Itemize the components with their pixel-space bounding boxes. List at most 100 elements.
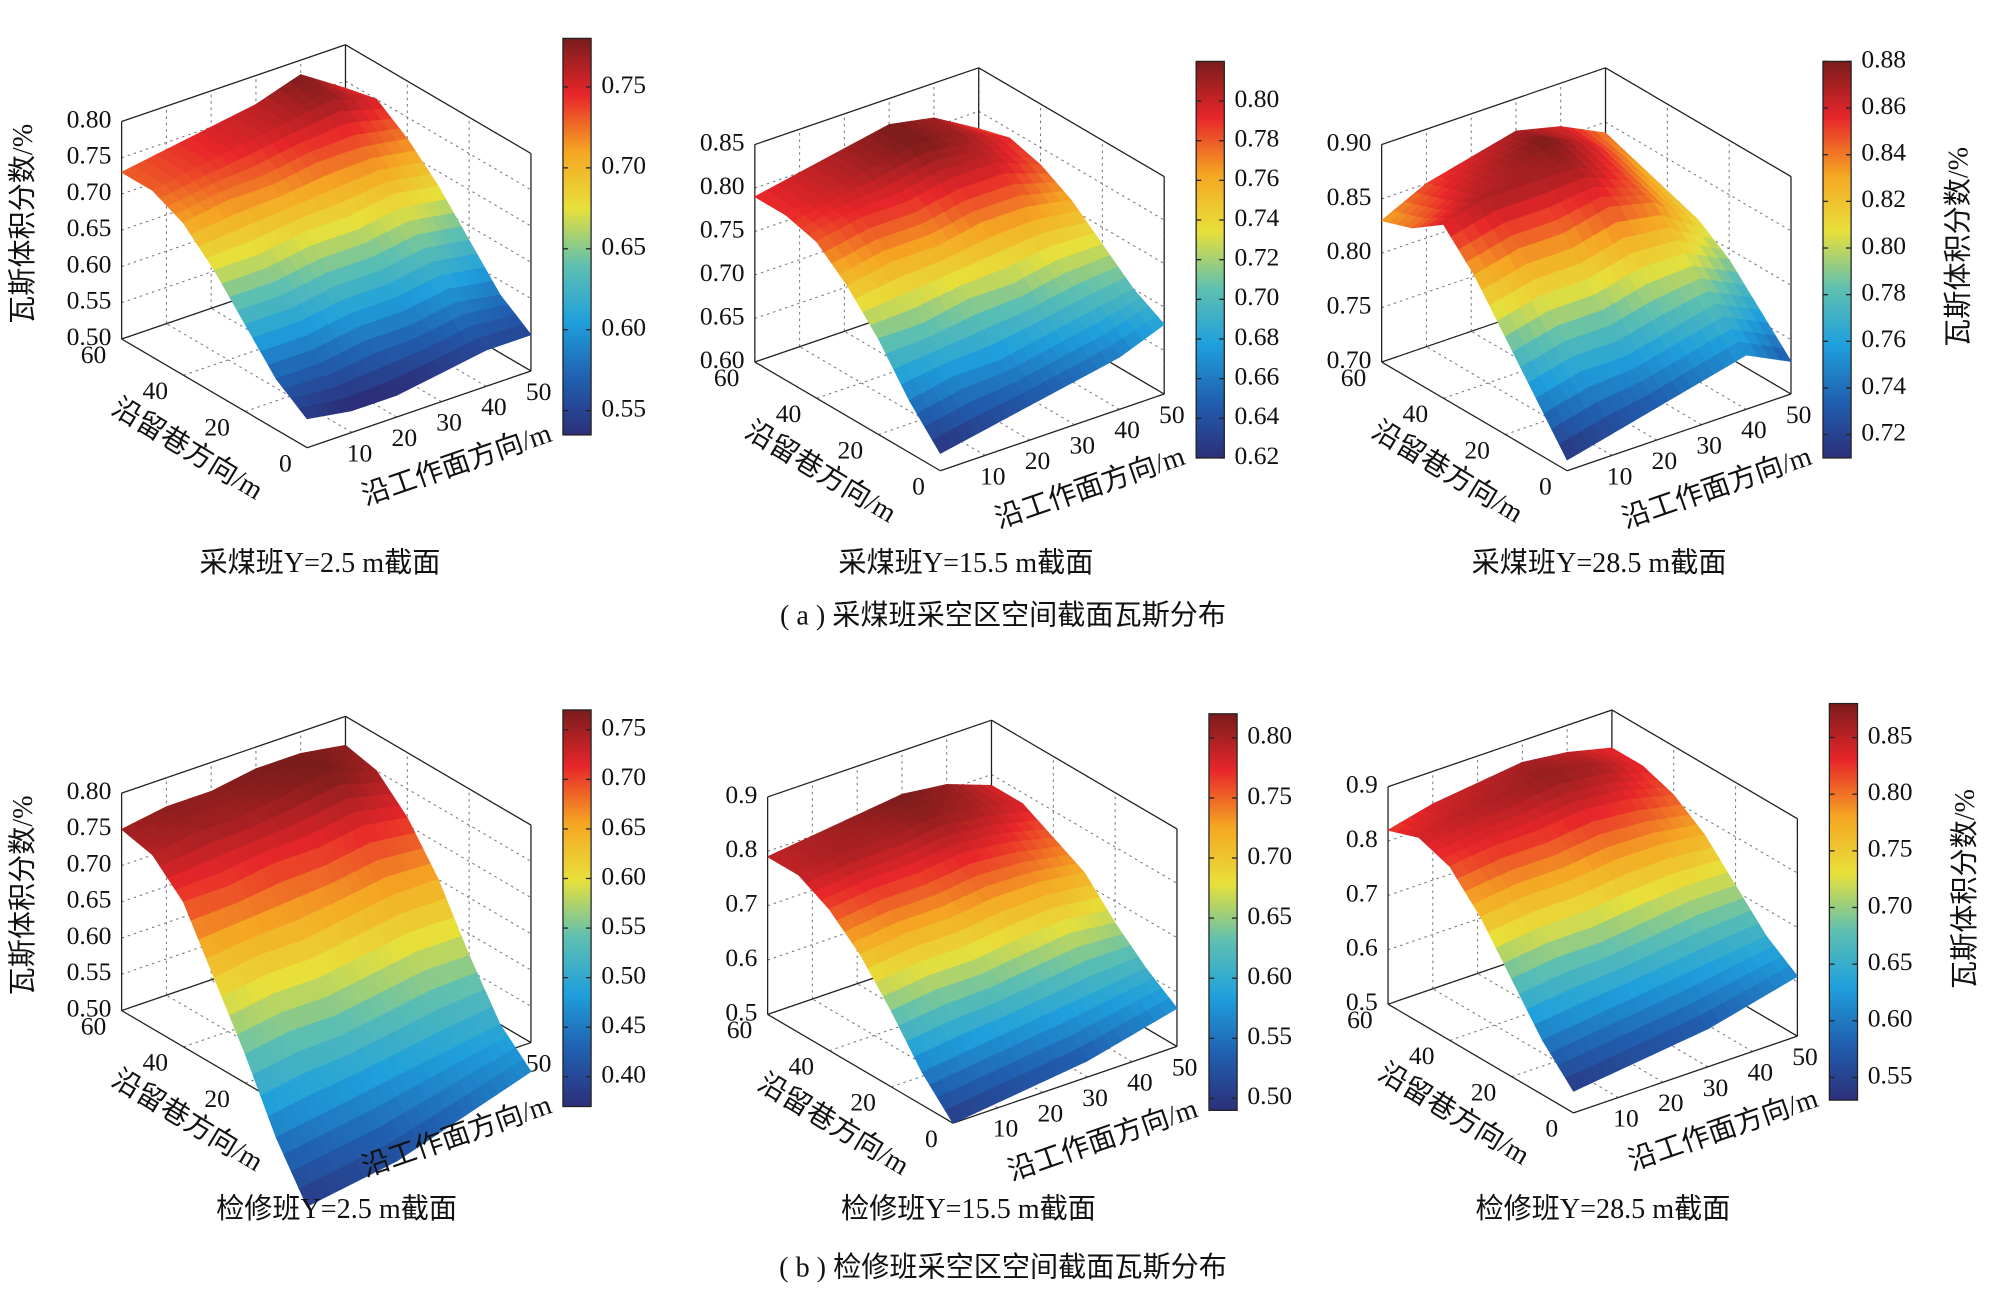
y-tick-label: 40 — [1403, 399, 1429, 428]
grid-line — [121, 189, 346, 267]
axis-box-edge — [121, 44, 346, 123]
grid-line — [345, 189, 532, 299]
z-axis-label: 瓦斯体积分数/% — [1943, 147, 1975, 347]
grid-line — [121, 860, 346, 939]
x-tick-label: 20 — [1652, 446, 1678, 475]
x-tick-label: 30 — [1703, 1073, 1729, 1102]
grid-line — [1449, 963, 1674, 1041]
x-tick-label: 10 — [347, 438, 373, 467]
colorbar-tick-label: 0.78 — [1861, 278, 1906, 307]
y-tick-label: 60 — [1347, 1005, 1373, 1034]
colorbar-tick-label: 0.82 — [1861, 184, 1906, 213]
colorbar-tick-label: 0.66 — [1235, 362, 1280, 391]
grid-line — [166, 994, 353, 1105]
grid-line — [844, 330, 1031, 441]
z-tick-label: 0.70 — [67, 177, 112, 206]
grid-line — [799, 346, 986, 456]
colorbar-tick-label: 0.80 — [1247, 721, 1292, 750]
y-tick-label: 60 — [1341, 363, 1367, 392]
z-tick-label: 0.6 — [725, 943, 757, 972]
colorbar-tick-label: 0.80 — [1861, 231, 1906, 260]
surface-patch — [298, 1182, 319, 1207]
z-tick-label: 0.50 — [67, 993, 112, 1022]
colorbar — [562, 709, 592, 1108]
colorbar — [562, 37, 592, 436]
z-tick-label: 0.65 — [700, 301, 745, 330]
colorbar-tick-label: 0.60 — [1868, 1004, 1913, 1033]
z-tick-label: 0.75 — [700, 214, 745, 243]
chart-caption: 检修班Y=2.5 m截面 — [216, 1193, 457, 1225]
y-axis-label: 沿留巷方向/m — [752, 1067, 915, 1182]
z-tick-label: 0.70 — [1327, 345, 1372, 374]
colorbar-tick-label: 0.80 — [1235, 84, 1280, 113]
x-tick-label: 50 — [1159, 400, 1185, 429]
surface-patch — [298, 405, 320, 420]
z-tick-label: 0.9 — [725, 780, 757, 809]
grid-line — [1387, 818, 1613, 896]
x-tick-label: 40 — [1114, 415, 1140, 444]
axis-box-edge — [940, 393, 1165, 472]
z-tick-label: 0.7 — [1346, 878, 1378, 907]
y-tick-label: 20 — [1471, 1077, 1497, 1106]
y-tick-label: 60 — [727, 1015, 753, 1044]
chart-caption: 检修班Y=28.5 m截面 — [1475, 1193, 1730, 1225]
axis-box-edge — [767, 1013, 954, 1124]
colorbar-tick-label: 0.60 — [1247, 961, 1292, 990]
y-tick-label: 40 — [1409, 1041, 1435, 1070]
axis-box-edge — [1381, 361, 1568, 472]
x-tick-label: 50 — [1792, 1042, 1818, 1071]
grid-line — [345, 897, 532, 1007]
colorbar-tick-label: 0.65 — [1247, 901, 1292, 930]
axis-box-edge — [978, 67, 1165, 178]
chart-caption: 采煤班Y=15.5 m截面 — [838, 547, 1093, 579]
colorbar-tick-label: 0.78 — [1235, 124, 1280, 153]
axis-box-edge — [1566, 393, 1792, 472]
axis-box-edge — [754, 67, 979, 146]
x-tick-label: 30 — [1070, 431, 1096, 460]
colorbar-tick-label: 0.84 — [1861, 138, 1906, 167]
z-tick-label: 0.90 — [1327, 127, 1372, 156]
z-tick-label: 0.80 — [67, 104, 112, 133]
z-axis-label: 瓦斯体积分数/% — [7, 795, 39, 995]
colorbar — [1208, 713, 1238, 1111]
x-tick-label: 10 — [980, 461, 1006, 490]
colorbar-tick-label: 0.70 — [601, 762, 646, 791]
grid-line — [754, 197, 979, 276]
y-tick-label: 0 — [1545, 1114, 1558, 1143]
z-tick-label: 0.55 — [67, 286, 112, 315]
grid-line — [345, 153, 532, 263]
x-tick-label: 10 — [1607, 461, 1633, 490]
z-axis-label: 瓦斯体积分数/% — [7, 124, 39, 324]
grid-line — [345, 824, 532, 935]
y-tick-label: 40 — [143, 1048, 169, 1077]
colorbar-tick-label: 0.62 — [1235, 441, 1280, 470]
grid-line — [1432, 988, 1619, 1099]
x-tick-label: 50 — [1172, 1052, 1198, 1081]
axis-box-edge — [345, 44, 532, 155]
grid-line — [1511, 999, 1736, 1078]
colorbar-tick-label: 0.65 — [601, 232, 646, 261]
x-tick-label: 10 — [1613, 1103, 1639, 1132]
z-tick-label: 0.80 — [700, 171, 745, 200]
colorbar-tick-label: 0.70 — [1247, 841, 1292, 870]
grid-line — [345, 80, 532, 191]
grid-line — [1381, 230, 1606, 309]
colorbar-tick-label: 0.75 — [1247, 781, 1292, 810]
z-tick-label: 0.65 — [67, 885, 112, 914]
colorbar-tick-label: 0.74 — [1235, 203, 1280, 232]
colorbar-tick-label: 0.88 — [1861, 44, 1906, 73]
x-tick-label: 10 — [993, 1114, 1019, 1143]
z-tick-label: 0.60 — [67, 921, 112, 950]
grid-line — [345, 788, 532, 899]
grid-line — [121, 824, 346, 903]
chart-caption: 采煤班Y=28.5 m截面 — [1472, 547, 1727, 579]
z-tick-label: 0.7 — [725, 889, 757, 918]
colorbar-tick-label: 0.55 — [1247, 1021, 1292, 1050]
colorbar-tick-label: 0.75 — [1868, 834, 1913, 863]
x-tick-label: 40 — [1127, 1068, 1153, 1097]
axis-box-edge — [1573, 1035, 1798, 1114]
grid-line — [767, 882, 992, 961]
axis-box-edge — [767, 719, 992, 798]
colorbar-tick-label: 0.80 — [1868, 777, 1913, 806]
